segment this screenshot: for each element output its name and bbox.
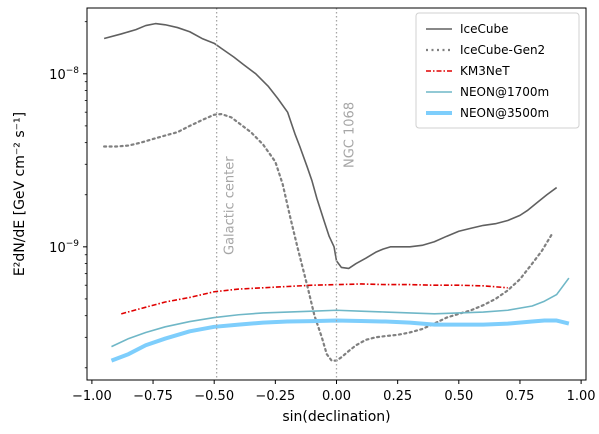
y-axis-label: E²dN/dE [GeV cm⁻² s⁻¹] [12,112,28,276]
x-tick-label: 0.00 [322,389,351,404]
series-line-neon-3500m [110,318,570,363]
legend-entry-neon-1700m: NEON@1700m [460,85,549,99]
annotation-label-galactic-center: Galactic center [223,156,238,255]
x-tick-label: 0.25 [383,389,412,404]
x-tick-label: −0.25 [255,389,295,404]
y-tick-label: 10−9 [49,239,79,256]
legend-entry-icecube: IceCube [460,22,509,36]
series-line-icecube [103,22,558,270]
legend-entry-icecube-gen2: IceCube-Gen2 [460,43,545,57]
series-line-neon-1700m [111,277,570,348]
annotation-label-ngc-1068: NGC 1068 [343,102,358,168]
x-tick-label: −0.75 [133,389,173,404]
axes-layer: −1.00 −0.75 −0.50 −0.25 0.00 0.25 0.50 0.75 1.00… [12,7,596,425]
x-axis-label: sin(declination) [282,409,390,425]
annotation-layer: Galactic center NGC 1068 [215,8,358,380]
x-tick-label: −0.50 [194,389,234,404]
legend-entry-neon-3500m: NEON@3500m [460,106,549,120]
x-tick-label: −1.00 [72,389,112,404]
x-tick-label: 0.75 [505,389,534,404]
y-tick-label: 10−8 [49,66,79,83]
x-tick-label: 0.50 [444,389,473,404]
x-tick-label: 1.00 [567,389,596,404]
plot-lines [103,22,570,363]
legend-box [415,12,580,129]
legend-entry-km3net: KM3NeT [460,64,510,78]
legend: IceCube IceCube-Gen2 KM3NeT NEON@1700m NEON@… [415,12,580,129]
series-line-km3net [121,283,508,315]
series-line-icecube-gen2 [103,112,553,362]
